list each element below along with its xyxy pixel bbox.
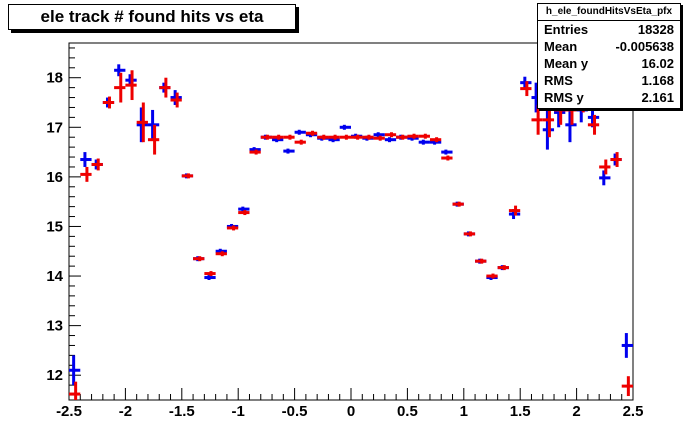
- stats-label: RMS: [544, 73, 573, 88]
- stats-label: Entries: [544, 22, 589, 37]
- stats-row-rms-y: RMS y 2.161: [538, 89, 680, 106]
- data-point: [599, 170, 611, 186]
- data-point: [407, 133, 419, 139]
- data-point: [599, 159, 611, 175]
- data-point: [441, 149, 453, 155]
- y-tick-label: 18: [46, 70, 63, 87]
- data-point: [272, 134, 284, 140]
- stats-box: h_ele_foundHitsVsEta_pfx Entries 18328 M…: [537, 3, 681, 109]
- data-point: [204, 271, 216, 277]
- x-tick-label: 0.5: [397, 403, 418, 420]
- y-tick-label: 12: [46, 367, 63, 384]
- y-tick-label: 15: [46, 218, 63, 235]
- y-tick-label: 13: [46, 318, 63, 335]
- data-point: [91, 158, 103, 171]
- data-point: [339, 134, 351, 140]
- y-tick-label: 14: [46, 268, 63, 285]
- x-tick-label: 0: [347, 403, 355, 420]
- data-point: [339, 124, 351, 130]
- x-tick-label: -0.5: [282, 403, 308, 420]
- x-axis: -2.5 -2 -1.5 -1 -0.5 0 0.5 1 1.5 2 2.5: [56, 388, 643, 420]
- stats-value: -0.005638: [615, 39, 674, 54]
- chart-title: ele track # found hits vs eta: [8, 4, 296, 30]
- stats-histogram-name: h_ele_foundHitsVsEta_pfx: [538, 4, 680, 21]
- data-point: [294, 139, 306, 145]
- data-point: [102, 96, 115, 109]
- data-point: [125, 70, 137, 101]
- data-point: [418, 139, 430, 145]
- x-tick-label: 2: [572, 403, 580, 420]
- y-tick-label: 17: [46, 119, 63, 136]
- data-point: [249, 149, 261, 155]
- data-point: [531, 104, 543, 135]
- data-point: [587, 114, 600, 135]
- y-axis: 12 13 14 15 16 17 18: [46, 47, 81, 396]
- data-point: [362, 134, 374, 140]
- data-point: [80, 152, 92, 167]
- data-point: [69, 381, 81, 400]
- data-point: [384, 132, 397, 138]
- data-point: [238, 206, 250, 212]
- data-point: [283, 134, 295, 140]
- data-point: [170, 92, 182, 108]
- x-tick-label: 1: [460, 403, 468, 420]
- data-point: [520, 81, 532, 97]
- data-point: [114, 64, 126, 77]
- data-point: [463, 231, 476, 237]
- data-point: [351, 134, 363, 140]
- x-tick-label: -1.5: [169, 403, 195, 420]
- x-tick-label: 1.5: [510, 403, 531, 420]
- stats-value: 16.02: [641, 56, 674, 71]
- data-point: [193, 256, 205, 262]
- data-point: [181, 173, 194, 179]
- y-tick-label: 16: [46, 169, 63, 186]
- data-point: [159, 77, 171, 98]
- x-tick-label: -2.5: [56, 403, 82, 420]
- data-point: [204, 275, 216, 281]
- data-point: [373, 132, 385, 138]
- stats-row-rms: RMS 1.168: [538, 72, 680, 89]
- data-point: [621, 333, 633, 358]
- stats-row-entries: Entries 18328: [538, 21, 680, 38]
- data-point: [80, 166, 92, 182]
- stats-label: Mean: [544, 39, 578, 54]
- data-point: [373, 135, 385, 141]
- data-point: [283, 148, 295, 154]
- data-point: [69, 355, 81, 386]
- stats-row-mean: Mean -0.005638: [538, 38, 680, 55]
- data-point: [396, 134, 408, 140]
- data-points: [69, 64, 633, 400]
- data-point: [429, 137, 442, 143]
- stats-label: RMS y: [544, 90, 584, 105]
- data-point: [486, 273, 498, 279]
- data-point: [305, 130, 318, 136]
- stats-value: 1.168: [641, 73, 674, 88]
- data-point: [508, 205, 521, 216]
- data-point: [441, 155, 453, 161]
- data-point: [328, 134, 340, 140]
- data-point: [475, 258, 487, 264]
- data-point: [610, 152, 622, 167]
- data-point: [215, 251, 227, 257]
- data-point: [384, 137, 397, 143]
- stats-row-mean-y: Mean y 16.02: [538, 55, 680, 72]
- stats-value: 18328: [637, 22, 674, 37]
- stats-label: Mean y: [544, 56, 589, 71]
- x-tick-label: 2.5: [623, 403, 644, 420]
- data-point: [260, 134, 273, 140]
- data-point: [114, 72, 126, 103]
- data-point: [621, 376, 633, 397]
- x-tick-label: -1: [232, 403, 245, 420]
- data-point: [226, 225, 239, 231]
- x-tick-label: -2: [119, 403, 132, 420]
- data-point: [238, 210, 250, 216]
- data-point: [136, 102, 148, 143]
- data-point: [497, 265, 509, 271]
- stats-value: 2.161: [641, 90, 674, 105]
- data-point: [452, 201, 464, 207]
- data-point: [317, 134, 329, 140]
- data-point: [418, 133, 430, 139]
- data-point: [147, 124, 160, 155]
- data-point: [294, 129, 306, 135]
